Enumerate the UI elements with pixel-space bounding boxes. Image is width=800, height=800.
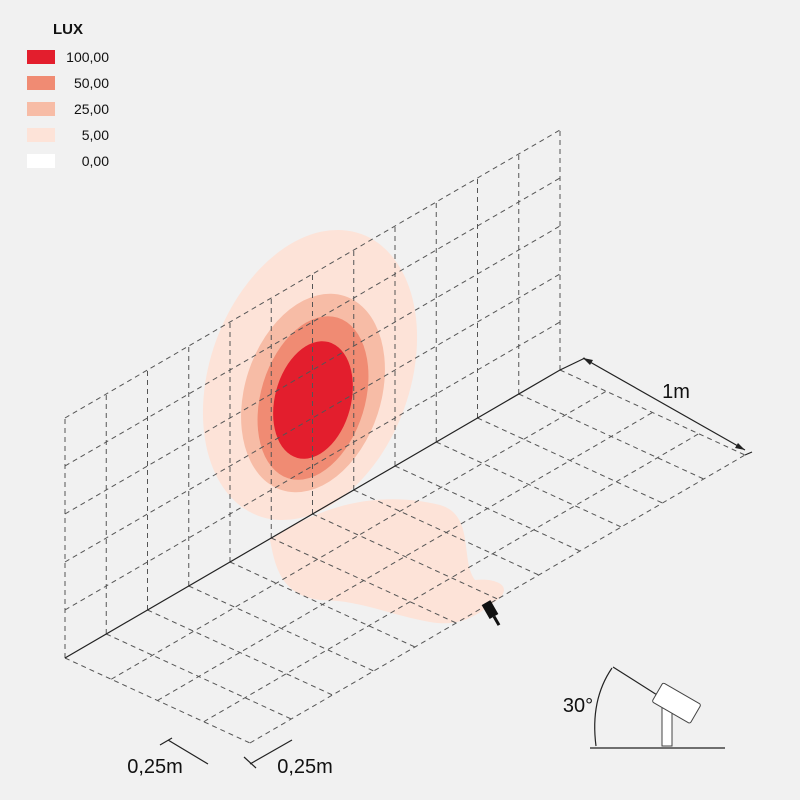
angle-label: 30° [563,695,593,717]
grid-line [559,369,746,456]
legend-label: 50,00 [74,75,109,91]
legend: 100,00 50,00 25,00 5,00 0,00 [27,49,109,169]
dimension-label: 1m [662,381,690,403]
grid-line [436,441,622,528]
legend-label: 100,00 [66,49,109,65]
legend-label: 25,00 [74,101,109,117]
dimension-depth [559,357,753,456]
grid [64,129,746,744]
grid-line [64,225,561,515]
wall-base [64,369,561,659]
grid-line [249,454,746,744]
grid-line [64,321,561,611]
grid-line [64,177,561,467]
floor-zone [270,499,504,624]
tilt-inset [590,666,725,749]
grid-line [203,433,700,723]
legend-swatch [27,154,55,168]
grid-line [147,609,333,696]
legend-swatch [27,128,55,142]
dimension-floor [159,737,293,769]
grid-line [188,585,374,672]
grid-line [110,390,607,680]
legend-label: 0,00 [82,153,109,169]
legend-title: LUX [53,21,83,38]
grid-line [312,513,498,600]
legend-swatch [27,102,55,116]
dimension-label: 0,25m [127,756,183,778]
legend-swatch [27,76,55,90]
legend-swatch [27,50,55,64]
grid-line [157,412,653,701]
grid-line [64,273,561,563]
grid-line [64,129,561,419]
dimension-label: 0,25m [277,756,333,778]
legend-label: 5,00 [82,127,109,143]
fixture [481,600,501,626]
